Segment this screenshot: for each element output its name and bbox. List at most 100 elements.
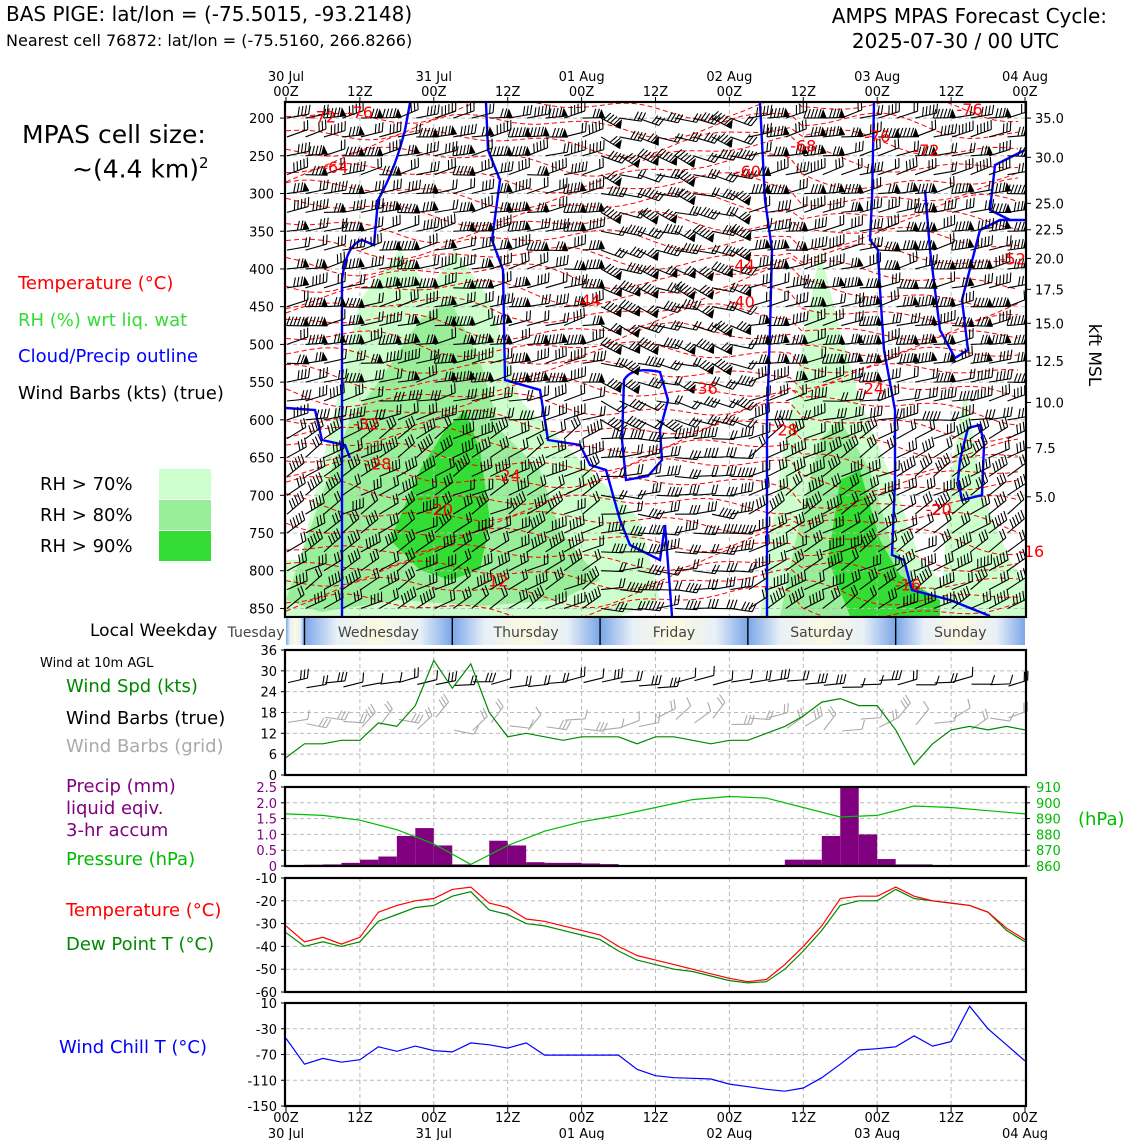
- wind-barb: [563, 497, 586, 515]
- wind-barbs-grid-row: [287, 693, 1028, 735]
- wind-barb: [841, 421, 863, 440]
- weekday-segment: [747, 618, 896, 645]
- wind-barb: [804, 422, 826, 440]
- wind-barb: [637, 564, 665, 576]
- wind-barb: [545, 157, 567, 176]
- wind-panel-title: Wind at 10m AGL: [40, 656, 154, 671]
- wind-barb: [674, 149, 696, 168]
- wind-barb: [434, 383, 456, 402]
- wind-barb: [859, 161, 884, 176]
- wind-barb: [988, 588, 1010, 609]
- weekday-name: Thursday: [493, 625, 559, 641]
- wind-barb: [434, 327, 457, 345]
- wind-barb: [711, 320, 733, 338]
- wind-barb: [379, 255, 404, 270]
- wind-barb: [304, 297, 328, 308]
- wind-barb: [785, 498, 808, 515]
- wind-barb: [619, 246, 647, 259]
- wind-barb: [711, 523, 738, 534]
- wind-barb: [360, 157, 383, 176]
- wind-barb: [970, 145, 993, 157]
- y-tick-label: -70: [256, 1049, 277, 1064]
- wind-barb: [619, 463, 644, 477]
- wind-barb: [490, 214, 512, 232]
- wind-barb: [878, 554, 900, 572]
- wind-barb: [914, 553, 937, 572]
- wind-barb: [785, 334, 809, 345]
- wind-barb-grid: [602, 718, 625, 731]
- wind-barb-true: [417, 670, 439, 685]
- wind-barb: [730, 576, 755, 591]
- wind-barb: [1007, 529, 1025, 553]
- temperature-label: -60: [735, 162, 761, 181]
- wind-barb: [730, 418, 758, 429]
- wind-barb: [656, 300, 684, 314]
- wind-barb: [563, 415, 581, 440]
- wind-barb: [767, 107, 790, 119]
- wind-barb: [360, 548, 380, 572]
- wind-barb: [637, 524, 664, 535]
- wind-barb: [582, 535, 604, 553]
- wind-barb: [933, 510, 952, 534]
- wind-barb: [896, 296, 920, 308]
- wind-barb: [379, 550, 400, 572]
- wind-barb: [693, 427, 718, 440]
- temperature-panel: -60 -50 -40 -30 -20 -10: [256, 872, 1028, 1001]
- wind-barb: [434, 473, 454, 496]
- wind-barb: [933, 490, 951, 515]
- wind-barb: [988, 439, 1010, 459]
- wind-barb: [804, 308, 826, 327]
- wind-barb: [490, 497, 512, 515]
- wind-barb: [397, 402, 419, 421]
- wind-barb: [470, 371, 495, 383]
- wind-barb: [619, 224, 647, 237]
- wind-barb: [877, 420, 899, 440]
- wind-barb: [397, 179, 422, 195]
- wind-barb: [785, 254, 809, 270]
- wind-barb: [323, 438, 345, 459]
- weekday-name: Sunday: [934, 625, 986, 641]
- weekday-segment: [286, 618, 305, 645]
- wind-barb-grid: [915, 700, 930, 726]
- wind-speed-line: [285, 659, 1026, 766]
- wind-barb: [859, 405, 883, 421]
- bottom-axis-hour-label: 12Z: [643, 1111, 669, 1126]
- wind-barb: [951, 585, 971, 609]
- wind-barb: [601, 578, 626, 591]
- temperature-contour: [286, 359, 1019, 391]
- wind-barb: [286, 197, 310, 213]
- wind-barb: [822, 585, 841, 609]
- wind-barb: [619, 360, 641, 376]
- wind-barb: [526, 493, 547, 515]
- wind-barb: [360, 232, 382, 251]
- y-tick-label: -60: [256, 986, 277, 1001]
- wind-barb: [711, 447, 737, 459]
- wind-barb: [822, 276, 846, 289]
- wind-barb: [508, 297, 532, 308]
- wind-barb-grid: [860, 708, 884, 720]
- wind-barb: [286, 258, 310, 270]
- wind-barb: [638, 580, 664, 591]
- wind-barb: [748, 587, 769, 609]
- wind-barb: [600, 322, 623, 336]
- wind-barb: [544, 333, 568, 345]
- wind-barb: [397, 103, 419, 119]
- wind-barb: [489, 568, 510, 591]
- wind-barb: [452, 370, 476, 383]
- wind-barb: [490, 108, 513, 119]
- top-axis-hour-label: 00Z: [421, 85, 447, 100]
- wind-barb: [637, 188, 666, 202]
- wind-barb: [379, 458, 401, 477]
- wind-barb: [397, 214, 420, 232]
- wind-barb: [323, 180, 348, 195]
- wind-barb: [859, 567, 878, 591]
- wind-barb: [932, 108, 957, 119]
- temperature-label: -44: [575, 291, 601, 310]
- wind-barb: [822, 126, 846, 138]
- precip-bar: [803, 859, 822, 866]
- wind-barb: [711, 148, 739, 161]
- wind-barb: [1007, 290, 1025, 308]
- wind-barb: [914, 491, 933, 515]
- wind-barb: [452, 144, 476, 157]
- wind-barb: [896, 592, 919, 609]
